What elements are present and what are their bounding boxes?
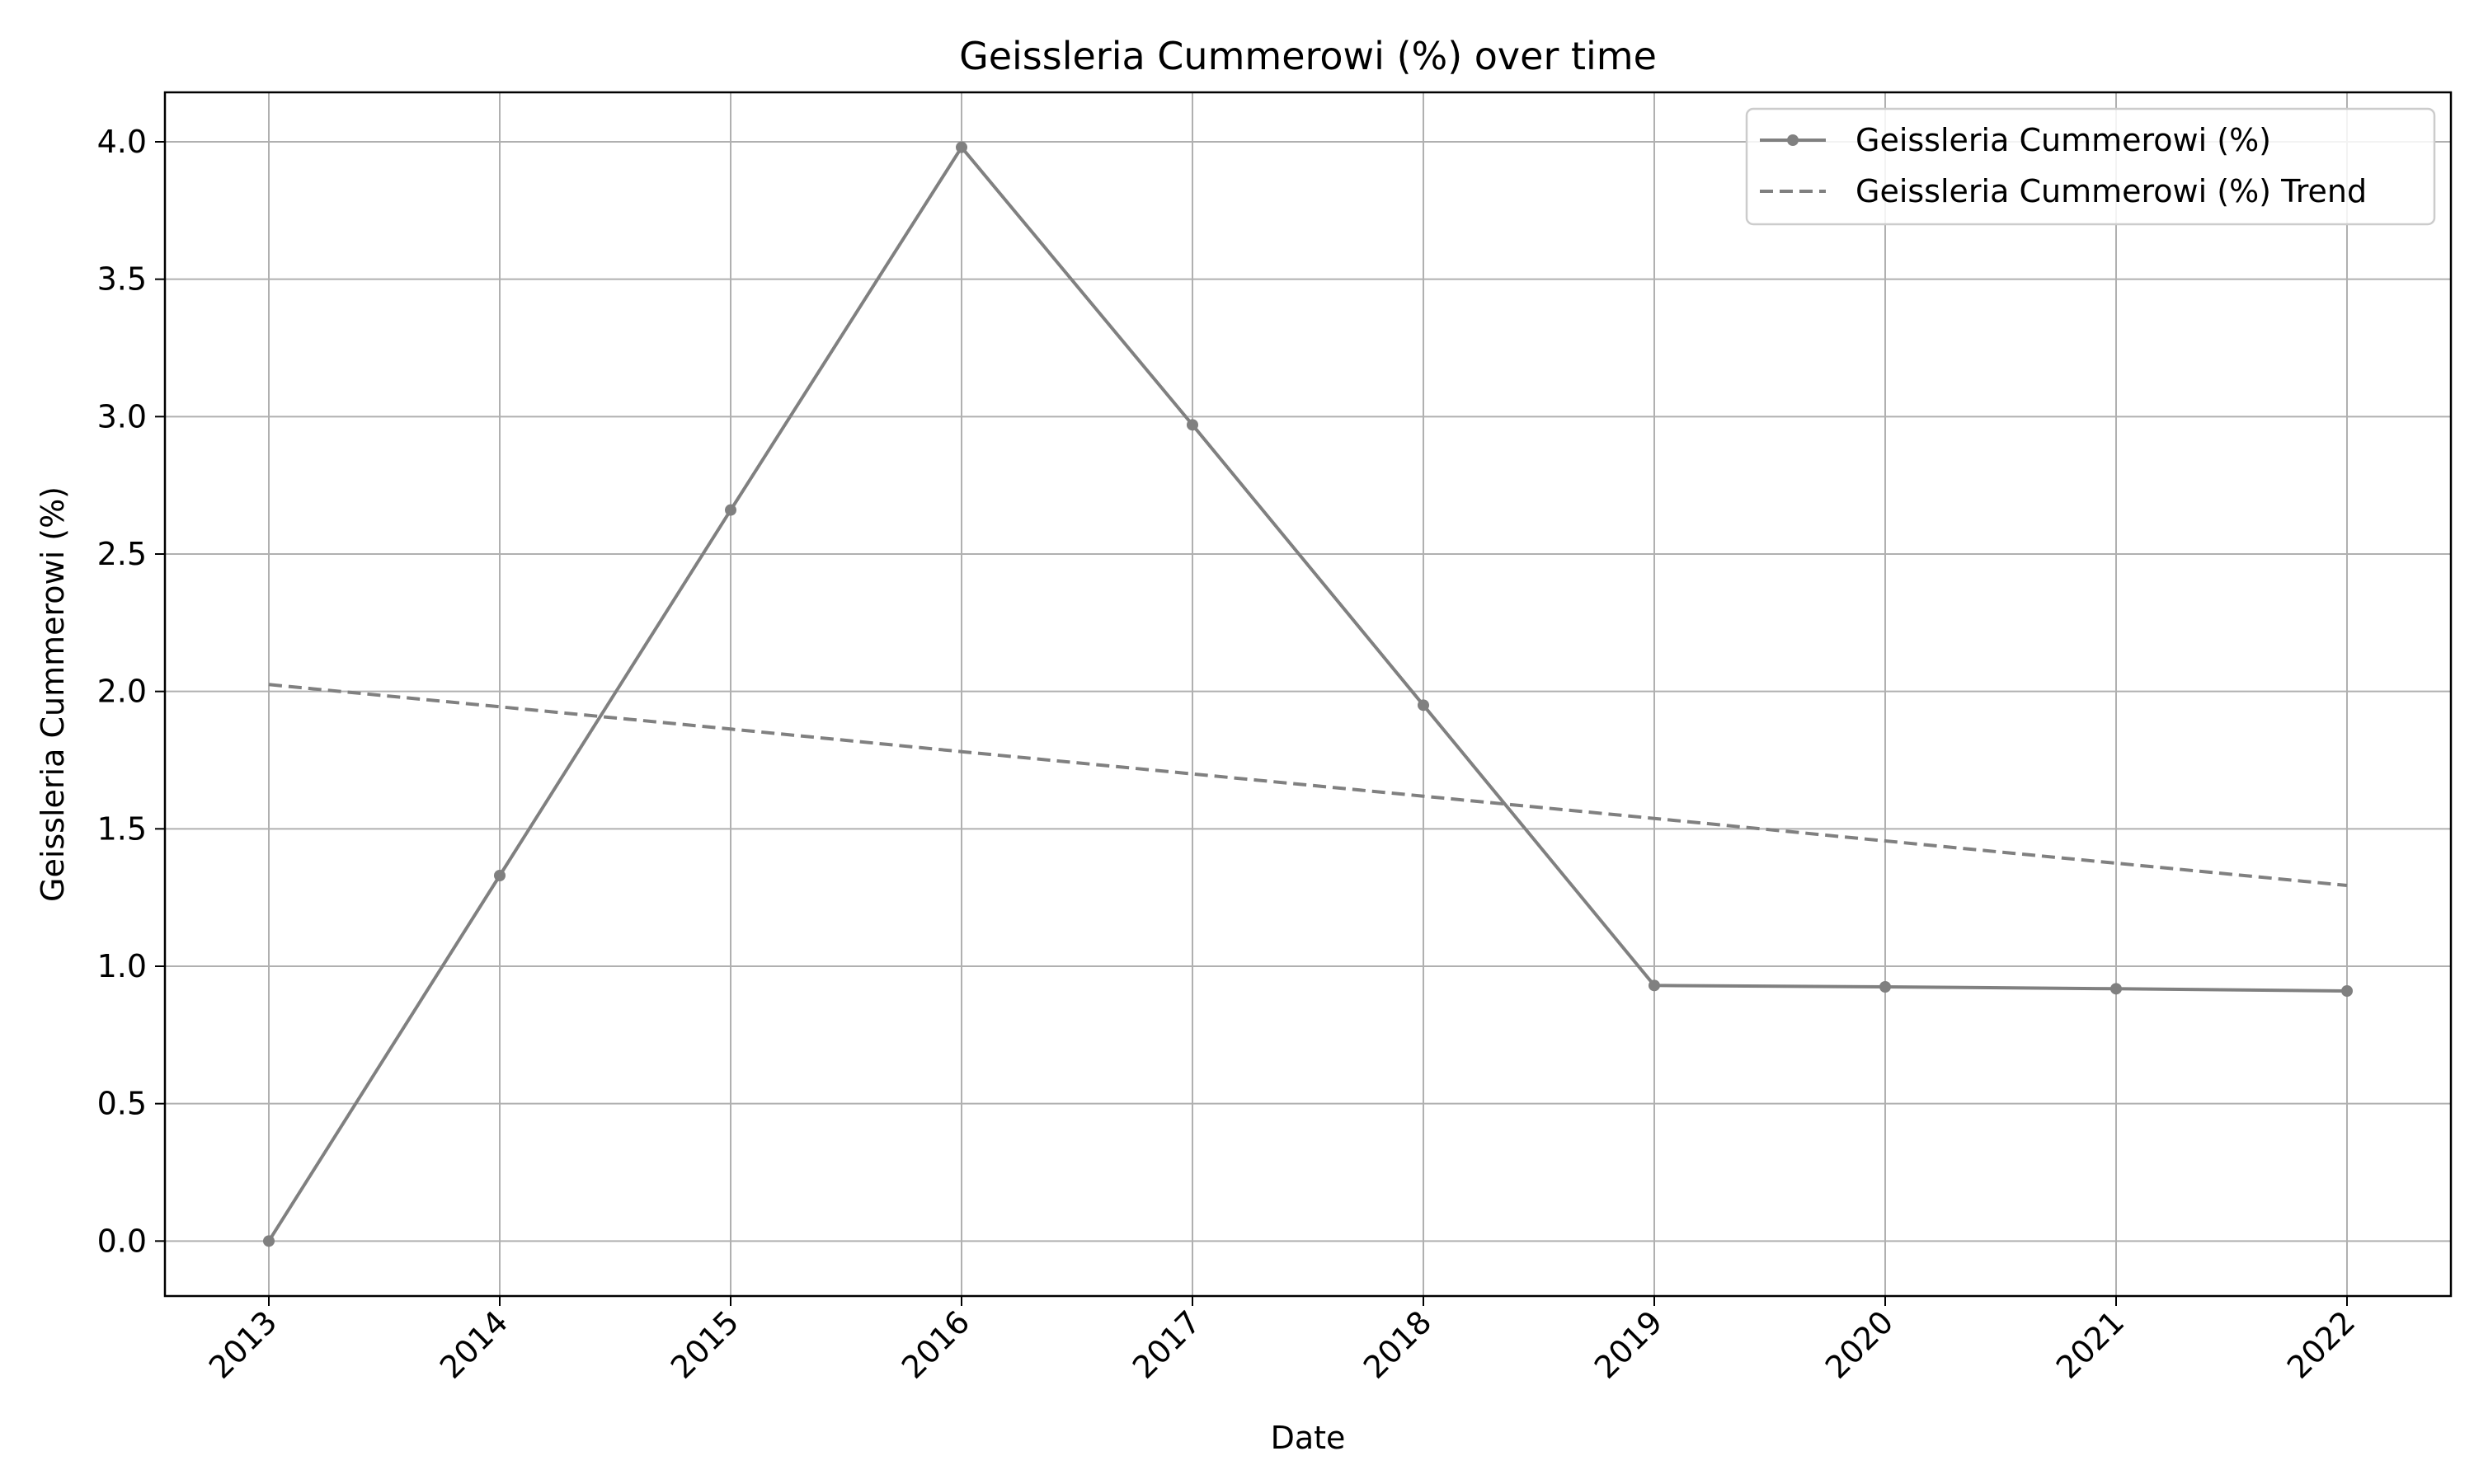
legend-box (1745, 107, 2436, 226)
y-tick-label: 0.5 (97, 1086, 147, 1122)
series-line (267, 145, 2349, 1243)
data-point-marker (263, 1235, 275, 1247)
y-axis-label: Geissleria Cummerowi (%) (35, 486, 71, 902)
legend-swatch-marker (1787, 134, 1799, 146)
data-point-marker (1418, 699, 1429, 711)
data-point-marker (2341, 985, 2353, 997)
data-point-marker (725, 504, 736, 516)
y-tick-label: 2.5 (97, 536, 147, 572)
legend-label-series: Geissleria Cummerowi (%) (1856, 122, 2271, 158)
data-point-marker (1879, 981, 1891, 993)
y-tick-label: 0.0 (97, 1223, 147, 1259)
legend: Geissleria Cummerowi (%) Geissleria Cumm… (1745, 107, 2436, 226)
data-point-marker (494, 870, 506, 881)
plot-area-frame (163, 91, 2453, 1298)
series-layer (263, 141, 2353, 1247)
y-tick-label: 1.5 (97, 810, 147, 847)
data-point-marker (1649, 979, 1660, 992)
legend-label-trend: Geissleria Cummerowi (%) Trend (1856, 173, 2367, 209)
y-tick-label: 3.5 (97, 261, 147, 298)
data-point-marker (1187, 419, 1198, 431)
data-point-marker (956, 141, 967, 153)
x-axis-label: Date (1271, 1420, 1346, 1456)
y-tick-label: 2.0 (97, 674, 147, 710)
y-tick-label: 1.0 (97, 948, 147, 984)
trend-line (268, 683, 2348, 887)
chart-title: Geissleria Cummerowi (%) over time (959, 34, 1657, 78)
y-tick-label: 3.0 (97, 398, 147, 434)
y-tick-label: 4.0 (97, 124, 147, 160)
data-point-marker (2110, 983, 2122, 995)
